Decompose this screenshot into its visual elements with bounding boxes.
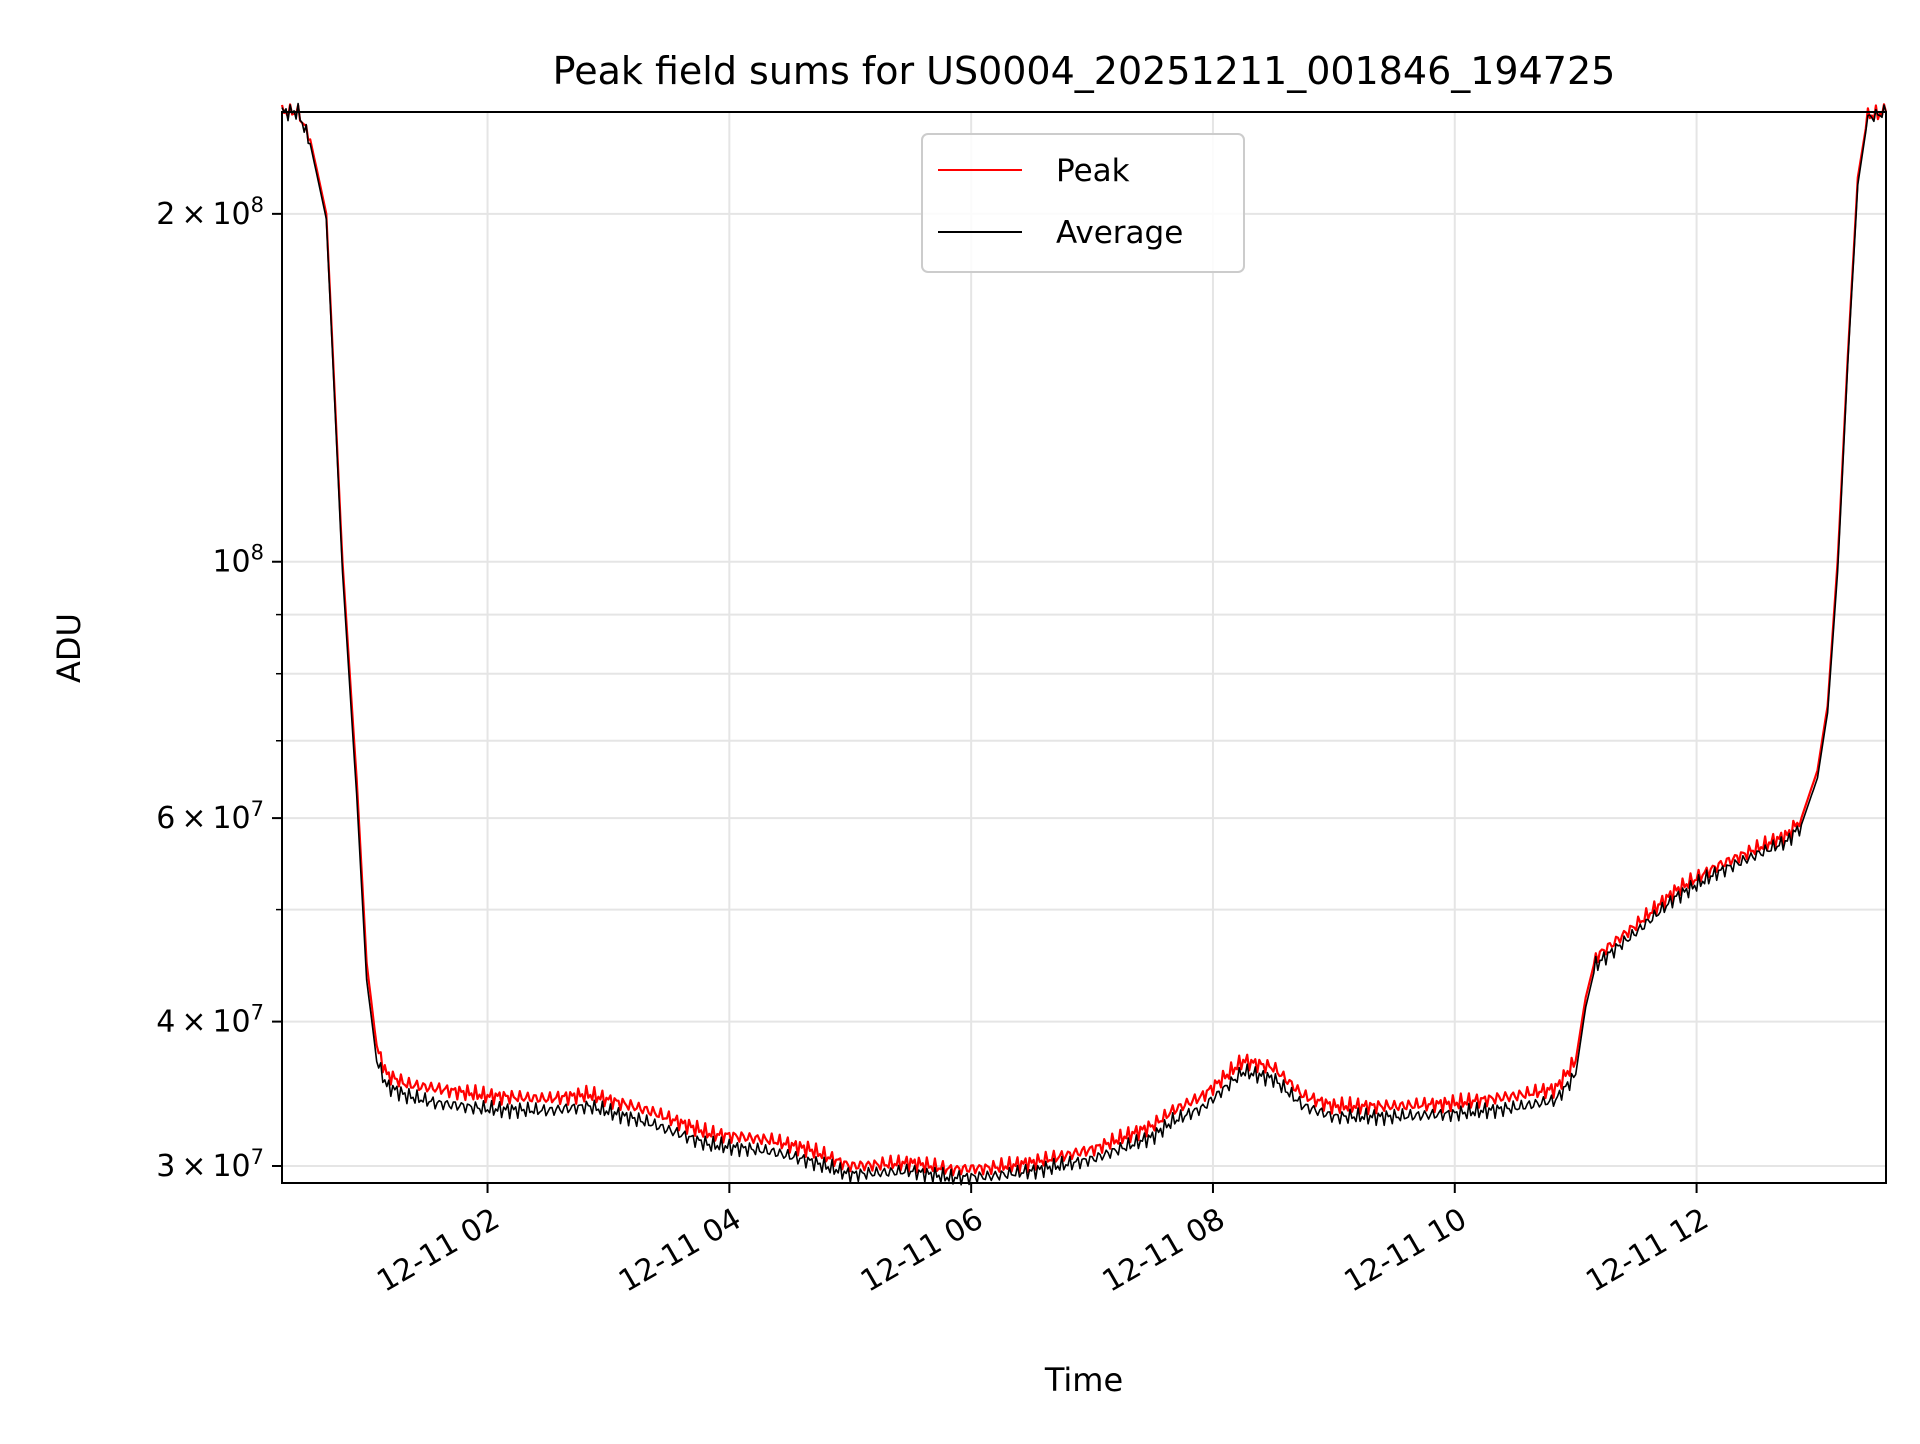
legend: Peak Average [921, 133, 1245, 273]
y-tick-label: 4 × 107 [156, 1001, 264, 1040]
legend-label-peak: Peak [1056, 153, 1130, 189]
plot-frame [281, 111, 1887, 1184]
series-line-average [281, 102, 1887, 1186]
x-axis-label: Time [1044, 1361, 1123, 1399]
y-tick-label: 6 × 107 [156, 797, 264, 836]
chart-title: Peak field sums for US0004_20251211_0018… [553, 49, 1616, 93]
series-layer [280, 102, 1888, 1186]
legend-box [921, 133, 1245, 273]
legend-label-average: Average [1056, 215, 1183, 251]
y-tick-label: 2 × 108 [156, 193, 264, 232]
y-tick-label: 3 × 107 [156, 1145, 264, 1184]
y-tick-label: 108 [212, 541, 264, 580]
y-axis-label: ADU [50, 613, 88, 683]
series-line-peak [280, 103, 1888, 1177]
